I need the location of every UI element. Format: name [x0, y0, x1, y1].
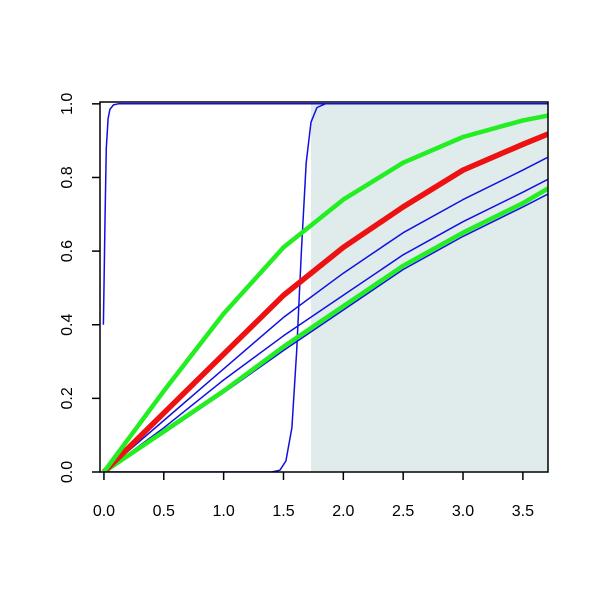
line [101, 131, 548, 472]
y-tick-label: 0.6 [59, 240, 76, 262]
line [103, 103, 548, 472]
line [102, 103, 548, 325]
x-tick-label: 1.5 [272, 503, 294, 520]
x-tick-label: 2.0 [332, 503, 354, 520]
line [103, 178, 548, 472]
x-tick-label: 0.5 [153, 503, 175, 520]
x-tick-label: 0.0 [93, 503, 115, 520]
line [102, 186, 548, 472]
y-tick-label: 0.4 [59, 314, 76, 336]
plot-box [99, 101, 549, 473]
x-tick-label: 1.0 [213, 503, 235, 520]
x-tick-label: 2.5 [392, 503, 414, 520]
y-tick-label: 1.0 [59, 93, 76, 115]
y-tick-label: 0.2 [59, 387, 76, 409]
y-tick-label: 0.8 [59, 166, 76, 188]
line [103, 156, 548, 472]
y-tick-label: 0.0 [59, 461, 76, 483]
x-tick-label: 3.0 [452, 503, 474, 520]
line [102, 113, 548, 472]
shaded-region [311, 103, 548, 472]
x-tick-label: 3.5 [512, 503, 534, 520]
